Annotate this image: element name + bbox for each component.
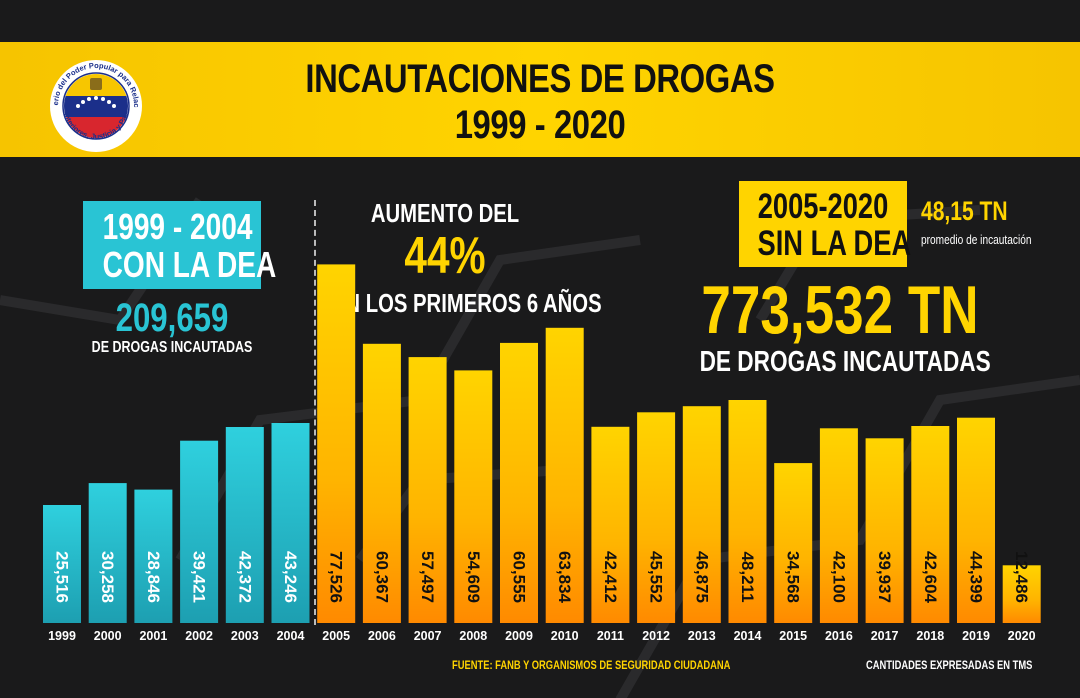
bar-value-label-2018: 42,604: [921, 551, 940, 604]
period-divider: [314, 200, 316, 625]
bar-value-label-2017: 39,937: [875, 551, 894, 603]
page-subtitle-years: 1999 - 2020: [454, 103, 626, 147]
x-tick-label-2010: 2010: [551, 629, 579, 643]
x-tick-label-2002: 2002: [185, 629, 213, 643]
bar-value-label-2011: 42,412: [601, 551, 620, 603]
units-note: CANTIDADES EXPRESADAS EN TMS: [866, 658, 1033, 672]
period-with-dea-years: 1999 - 2004: [102, 206, 253, 247]
bar-2020: [1002, 565, 1041, 623]
period-badge-with-dea: 1999 - 2004 CON LA DEA: [83, 201, 276, 289]
total-with-dea-label: DE DROGAS INCAUTADAS: [91, 339, 253, 356]
x-tick-label-2019: 2019: [962, 629, 990, 643]
x-tick-label-2000: 2000: [94, 629, 122, 643]
bar-value-label-2020: 12,486: [1012, 551, 1031, 603]
average-label: promedio de incautación: [921, 232, 1032, 247]
bar-value-label-1999: 25,516: [53, 551, 72, 603]
bar-2001: [134, 489, 173, 623]
x-tick-label-2013: 2013: [688, 629, 716, 643]
bar-value-label-2000: 30,258: [98, 551, 117, 603]
bar-value-label-2006: 60,367: [372, 551, 391, 603]
bar-value-label-2014: 48,211: [738, 551, 757, 602]
increase-label: AUMENTO DEL: [370, 198, 520, 228]
bar-2006: [362, 343, 401, 623]
x-tick-label-2012: 2012: [642, 629, 670, 643]
bar-2008: [454, 370, 493, 623]
x-tick-label-2008: 2008: [459, 629, 487, 643]
bar-2010: [545, 327, 584, 623]
bar-2019: [957, 417, 995, 623]
bar-value-label-2015: 34,568: [784, 551, 803, 603]
bar-value-label-2001: 28,846: [144, 551, 163, 603]
period-badge-without-dea: 2005-2020 SIN LA DEA: [739, 181, 912, 267]
source-note: FUENTE: FANB Y ORGANISMOS DE SEGURIDAD C…: [452, 658, 730, 672]
bar-value-label-2016: 42,100: [829, 551, 848, 603]
total-without-dea-label: DE DROGAS INCAUTADAS: [699, 346, 991, 378]
bar-value-label-2010: 63,834: [555, 551, 574, 604]
period-without-dea-years: 2005-2020: [757, 187, 889, 226]
page-title: INCAUTACIONES DE DROGAS: [305, 57, 775, 101]
bar-2004: [271, 423, 310, 623]
source-prefix: FUENTE:: [452, 658, 493, 672]
x-tick-label-2016: 2016: [825, 629, 853, 643]
bar-value-label-2008: 54,609: [464, 551, 483, 603]
bar-2017: [865, 438, 904, 623]
bar-2002: [180, 440, 219, 623]
header-band: [0, 42, 1080, 157]
bar-value-label-2007: 57,497: [418, 551, 437, 603]
increase-percent: 44%: [404, 227, 486, 285]
bar-2016: [819, 428, 858, 623]
bar-value-label-2012: 45,552: [647, 551, 666, 603]
bar-value-label-2003: 42,372: [235, 551, 254, 603]
bar-value-label-2004: 43,246: [281, 551, 300, 603]
x-tick-label-2011: 2011: [597, 629, 624, 643]
ministry-seal-logo: Ministerio del Poder Popular para Relaci…: [48, 58, 142, 152]
bar-1999: [43, 505, 81, 623]
bar-value-label-2019: 44,399: [967, 551, 986, 603]
bar-2003: [225, 427, 264, 623]
source-text: FANB Y ORGANISMOS DE SEGURIDAD CIUDADANA: [495, 658, 731, 672]
increase-period-label: EN LOS PRIMEROS 6 AÑOS: [331, 288, 602, 318]
x-tick-label-2004: 2004: [277, 629, 305, 643]
period-without-dea-label: SIN LA DEA: [757, 224, 912, 263]
bar-2015: [774, 463, 813, 623]
bar-2009: [500, 342, 538, 623]
bar-value-label-2005: 77,526: [327, 551, 346, 603]
average-value: 48,15 TN: [921, 196, 1008, 226]
x-tick-label-2014: 2014: [734, 629, 762, 643]
x-tick-label-2015: 2015: [779, 629, 807, 643]
x-tick-label-2003: 2003: [231, 629, 259, 643]
bar-value-label-2009: 60,555: [510, 551, 529, 603]
bar-2000: [88, 483, 127, 623]
total-with-dea: 209,659: [115, 296, 229, 340]
bar-2005: [317, 264, 356, 623]
x-tick-label-2007: 2007: [414, 629, 442, 643]
bar-2013: [682, 406, 721, 623]
bar-value-label-2013: 46,875: [692, 551, 711, 603]
x-tick-label-2017: 2017: [871, 629, 899, 643]
bar-2014: [728, 400, 767, 623]
x-tick-label-2018: 2018: [916, 629, 944, 643]
x-tick-label-2009: 2009: [505, 629, 533, 643]
bar-2011: [591, 426, 630, 623]
x-tick-label-2001: 2001: [139, 629, 167, 643]
bar-2018: [911, 426, 950, 623]
total-without-dea: 773,532 TN: [701, 272, 979, 348]
bar-2007: [408, 357, 447, 623]
x-tick-label-2020: 2020: [1008, 629, 1036, 643]
bar-2012: [637, 412, 676, 623]
bar-value-label-2002: 39,421: [190, 551, 209, 603]
x-tick-label-2006: 2006: [368, 629, 396, 643]
x-tick-label-2005: 2005: [322, 629, 350, 643]
x-tick-label-1999: 1999: [48, 629, 76, 643]
